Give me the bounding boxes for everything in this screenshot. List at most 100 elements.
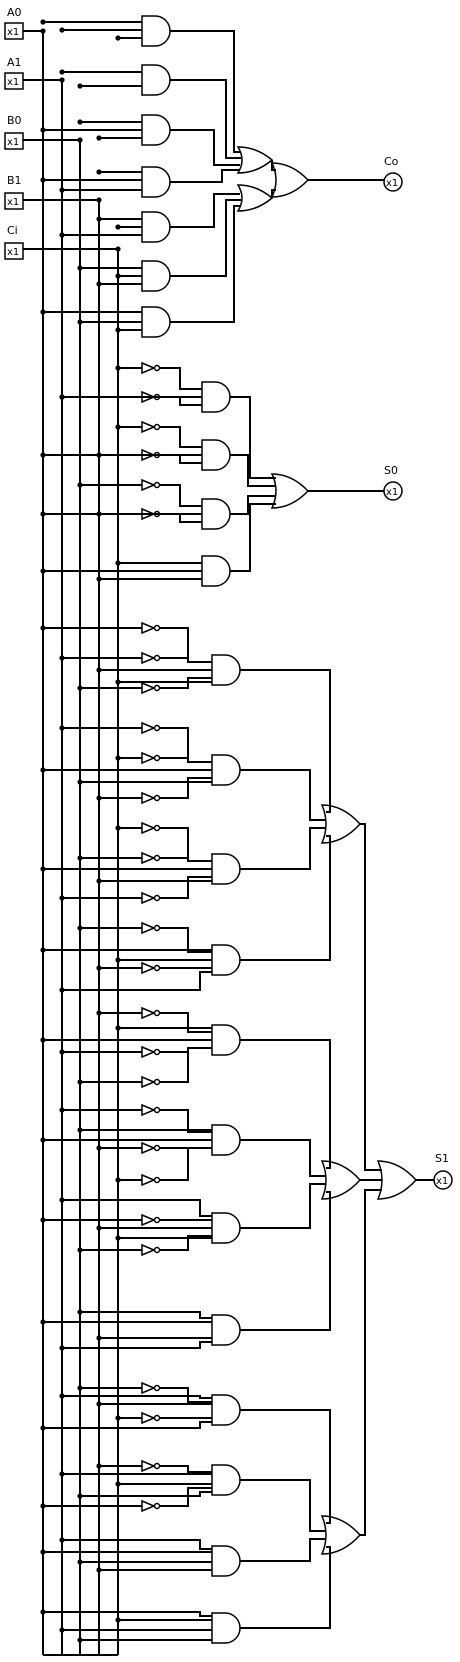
junction-dot [40, 177, 46, 183]
not-gate-bubble [153, 1246, 161, 1254]
junction-dot [115, 825, 121, 831]
wire [160, 1465, 212, 1473]
junction-dot [59, 1049, 65, 1055]
input-pin-ci[interactable]: Ci x1 [4, 224, 24, 260]
not-gate-bubble [153, 1106, 161, 1114]
junction-dot [77, 1637, 83, 1643]
junction-dot [59, 1537, 65, 1543]
not-gate [141, 681, 156, 695]
input-label-b1: B1 [7, 174, 22, 187]
junction-dot [59, 655, 65, 661]
junction-dot [40, 866, 46, 872]
junction-dot [115, 1177, 121, 1183]
not-gate [141, 1411, 156, 1425]
junction-dot [77, 83, 83, 89]
not-gate [141, 1045, 156, 1059]
junction-dot [59, 1107, 65, 1113]
junction-dot [77, 685, 83, 691]
and-gate [211, 1314, 241, 1346]
input-pin-a0[interactable]: A0 x1 [4, 6, 24, 40]
wire [160, 454, 202, 464]
not-gate-bubble [153, 1384, 161, 1392]
not-gate-bubble [153, 824, 161, 832]
output-value-s1: x1 [436, 1176, 448, 1187]
output-value-co: x1 [386, 178, 398, 189]
junction-dot [59, 1471, 65, 1477]
not-gate [141, 478, 156, 492]
junction-dot [40, 1037, 46, 1043]
not-gate [141, 891, 156, 905]
not-gate-bubble [153, 794, 161, 802]
not-gate-bubble [153, 1414, 161, 1422]
junction-dot [115, 35, 121, 41]
or-gate [270, 473, 310, 509]
output-pin-co[interactable]: Co x1 [383, 155, 403, 192]
input-label-a0: A0 [7, 6, 22, 19]
junction-dot [115, 1617, 121, 1623]
and-gate [201, 439, 231, 471]
not-gate-bubble [153, 624, 161, 632]
circuit-logic [23, 15, 434, 1656]
output-value-s0: x1 [386, 487, 398, 498]
junction-dot [59, 1393, 65, 1399]
junction-dot [96, 576, 102, 582]
wire [160, 876, 212, 899]
not-gate-bubble [153, 364, 161, 372]
junction-dot [96, 169, 102, 175]
and-gate [201, 381, 231, 413]
junction-dot [59, 69, 65, 75]
not-gate-bubble [153, 684, 161, 692]
junction-dot [40, 511, 46, 517]
and-gate [201, 498, 231, 530]
wire [240, 1183, 326, 1229]
junction-dot [115, 755, 121, 761]
not-gate-bubble [153, 964, 161, 972]
wire [160, 513, 202, 523]
junction-dot [40, 1319, 46, 1325]
not-gate [141, 751, 156, 765]
wire [160, 757, 212, 763]
and-gate [141, 306, 171, 338]
input-label-a1: A1 [7, 56, 22, 69]
wire [240, 769, 326, 821]
output-label-s1: S1 [435, 1152, 449, 1165]
wire [160, 1012, 212, 1033]
output-pin-s1[interactable]: S1 x1 [433, 1152, 453, 1190]
wire [360, 823, 382, 1171]
wire [160, 927, 212, 953]
output-pin-s0[interactable]: S0 x1 [383, 464, 403, 501]
and-gate [141, 114, 171, 146]
and-gate [211, 654, 241, 686]
junction-dot [96, 878, 102, 884]
junction-dot [77, 482, 83, 488]
junction-dot [40, 1549, 46, 1555]
not-gate [141, 1213, 156, 1227]
junction-dot [96, 1010, 102, 1016]
wire [160, 367, 202, 390]
junction-dot [59, 187, 65, 193]
junction-dot [96, 135, 102, 141]
or-gate [376, 1160, 418, 1200]
wire [43, 1611, 212, 1617]
and-gate [211, 1212, 241, 1244]
junction-dot [40, 19, 46, 25]
input-pin-b1[interactable]: B1 x1 [4, 174, 24, 210]
wire [230, 454, 276, 487]
wire [160, 484, 202, 507]
junction-dot [40, 947, 46, 953]
junction-dot [40, 1425, 46, 1431]
or-gate [236, 146, 274, 174]
and-gate [211, 1464, 241, 1496]
wire [160, 827, 212, 862]
junction-dot [115, 560, 121, 566]
input-pin-b0[interactable]: B0 x1 [4, 114, 24, 150]
not-gate-bubble [153, 1502, 161, 1510]
junction-dot [115, 1481, 121, 1487]
junction-dot [77, 1079, 83, 1085]
and-gate [141, 166, 171, 198]
not-gate [141, 1006, 156, 1020]
junction-dot [59, 1197, 65, 1203]
wire [160, 627, 212, 663]
input-pin-a1[interactable]: A1 x1 [4, 56, 24, 90]
junction-dot [77, 1493, 83, 1499]
